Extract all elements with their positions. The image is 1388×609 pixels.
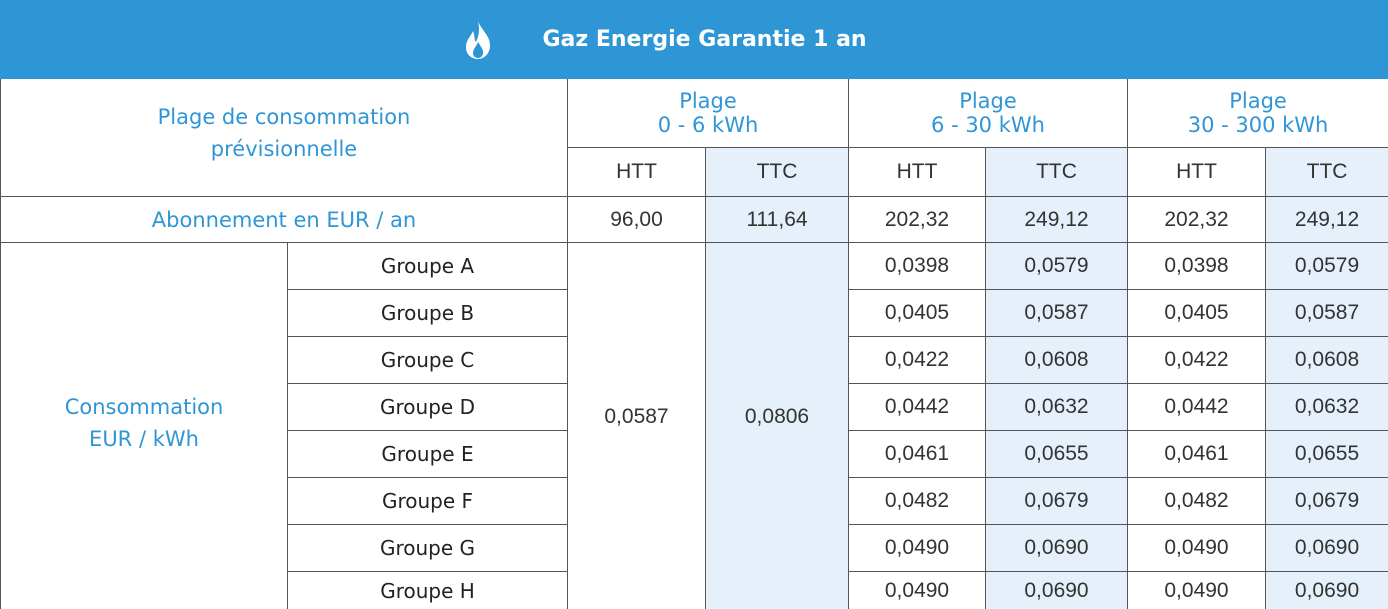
column-header-row: HTT TTC HTT TTC HTT TTC xyxy=(1,147,1388,197)
group-value: 0,0679 xyxy=(1264,477,1388,525)
group-value: 0,0405 xyxy=(1127,289,1266,337)
group-value: 0,0490 xyxy=(848,524,986,572)
subscription-value: 249,12 xyxy=(985,196,1128,243)
group-row: Groupe F 0,0482 0,0679 0,0482 0,0679 xyxy=(1,477,1388,525)
consumption-label: Consommation EUR / kWh xyxy=(0,242,288,609)
column-header: TTC xyxy=(705,147,849,197)
group-value: 0,0587 xyxy=(985,289,1128,337)
group-value: 0,0632 xyxy=(985,383,1128,431)
group-value: 0,0632 xyxy=(1264,383,1388,431)
range-header: Plage de consommation prévisionnelle xyxy=(0,78,568,197)
range-label: Plage xyxy=(1229,89,1287,113)
subscription-value: 202,32 xyxy=(848,196,986,243)
group-value: 0,0490 xyxy=(1127,524,1266,572)
subscription-row: Abonnement en EUR / an 96,00 111,64 202,32… xyxy=(0,196,1388,243)
range-value: 30 - 300 kWh xyxy=(1187,113,1329,137)
subscription-value: 111,64 xyxy=(705,196,849,243)
column-header: HTT xyxy=(848,147,986,197)
header-row: Gaz Energie Garantie 1 an xyxy=(0,0,1388,79)
group-value: 0,0490 xyxy=(1127,571,1266,609)
range-cell: Plage 0 - 6 kWh xyxy=(567,78,849,148)
group-name: Groupe E xyxy=(287,430,568,478)
group-row: Consommation EUR / kWh Groupe A 0,0587 0,080… xyxy=(0,242,1388,609)
group-value: 0,0690 xyxy=(1264,524,1388,572)
group-value: 0,0655 xyxy=(985,430,1128,478)
group-value: 0,0461 xyxy=(1127,430,1266,478)
group-value: 0,0587 xyxy=(1264,289,1388,337)
group-value: 0,0490 xyxy=(848,571,986,609)
subscription-value: 249,12 xyxy=(1264,196,1388,243)
group-name: Groupe A xyxy=(287,242,568,290)
group-value: 0,0608 xyxy=(1264,336,1388,384)
range-cell: Plage 30 - 300 kWh xyxy=(1126,78,1388,148)
range-value: 0 - 6 kWh xyxy=(657,113,759,137)
group-value: 0,0398 xyxy=(1127,242,1266,290)
first-range-value: 0,0587 xyxy=(567,242,706,609)
group-value: 0,0655 xyxy=(1264,430,1388,478)
group-value: 0,0482 xyxy=(1127,477,1266,525)
range-cell: Plage 6 - 30 kWh xyxy=(848,78,1128,148)
column-header: HTT xyxy=(1127,147,1266,197)
group-row: Groupe D 0,0442 0,0632 0,0442 0,0632 xyxy=(1,383,1388,431)
group-row: Groupe E 0,0461 0,0655 0,0461 0,0655 xyxy=(1,430,1388,478)
group-value: 0,0690 xyxy=(985,524,1128,572)
group-value: 0,0461 xyxy=(848,430,986,478)
group-row: Groupe B 0,0405 0,0587 0,0405 0,0587 xyxy=(1,289,1388,337)
column-header: TTC xyxy=(985,147,1128,197)
group-row: Groupe H 0,0490 0,0690 0,0490 0,0690 xyxy=(1,571,1388,609)
group-value: 0,0422 xyxy=(1127,336,1266,384)
group-name: Groupe G xyxy=(287,524,568,572)
range-value: 6 - 30 kWh xyxy=(931,113,1045,137)
range-row: Plage de consommation prévisionnelle Pla… xyxy=(0,78,1388,197)
group-value: 0,0690 xyxy=(1264,571,1388,609)
group-value: 0,0579 xyxy=(985,242,1128,290)
header-cell: Gaz Energie Garantie 1 an xyxy=(0,0,1388,79)
group-value: 0,0608 xyxy=(985,336,1128,384)
column-header: TTC xyxy=(1264,147,1388,197)
group-name: Groupe H xyxy=(287,571,568,609)
range-label: Plage xyxy=(959,89,1017,113)
group-row: Groupe G 0,0490 0,0690 0,0490 0,0690 xyxy=(1,524,1388,572)
group-value: 0,0679 xyxy=(985,477,1128,525)
range-label: Plage xyxy=(679,89,737,113)
range-header-text: Plage de consommation prévisionnelle xyxy=(157,105,411,161)
group-value: 0,0405 xyxy=(848,289,986,337)
subscription-label: Abonnement en EUR / an xyxy=(0,196,568,243)
group-value: 0,0422 xyxy=(848,336,986,384)
group-row: Groupe C 0,0422 0,0608 0,0422 0,0608 xyxy=(1,336,1388,384)
consumption-label-line: EUR / kWh xyxy=(89,427,199,451)
subscription-value: 96,00 xyxy=(567,196,706,243)
consumption-label-line: Consommation xyxy=(64,395,224,419)
flame-icon xyxy=(465,20,490,59)
group-name: Groupe C xyxy=(287,336,568,384)
group-value: 0,0690 xyxy=(985,571,1128,609)
subscription-value: 202,32 xyxy=(1127,196,1266,243)
group-value: 0,0482 xyxy=(848,477,986,525)
group-name: Groupe B xyxy=(287,289,568,337)
group-value: 0,0442 xyxy=(1127,383,1266,431)
header-title: Gaz Energie Garantie 1 an xyxy=(542,26,867,52)
group-name: Groupe D xyxy=(287,383,568,431)
first-range-value: 0,0806 xyxy=(705,242,849,609)
column-header: HTT xyxy=(567,147,706,197)
group-value: 0,0579 xyxy=(1264,242,1388,290)
group-name: Groupe F xyxy=(287,477,568,525)
group-value: 0,0442 xyxy=(848,383,986,431)
group-value: 0,0398 xyxy=(848,242,986,290)
